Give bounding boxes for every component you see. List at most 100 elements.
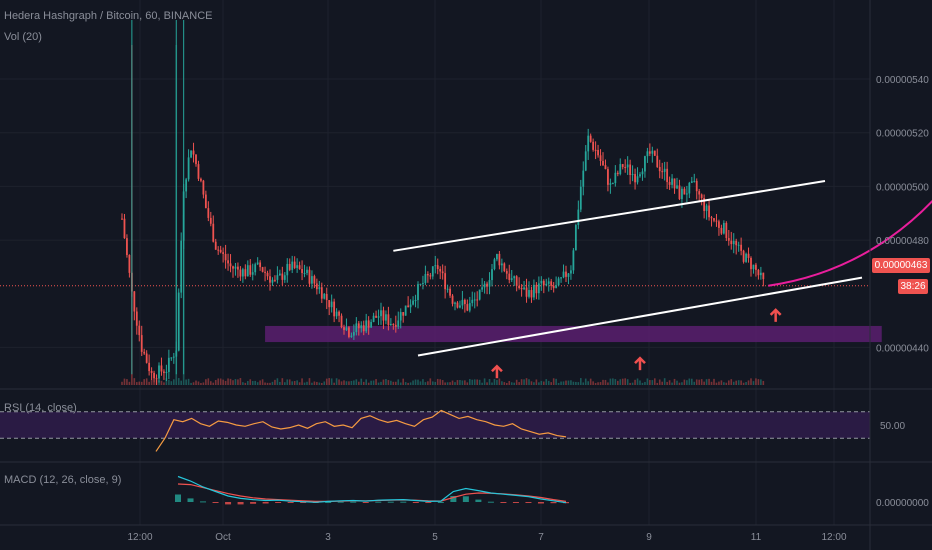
candle-body (755, 264, 757, 270)
candle-body (325, 293, 328, 301)
volume-bar (473, 379, 476, 385)
candle-body (249, 265, 252, 275)
macd-histogram-bar (537, 502, 544, 504)
volume-bar (429, 378, 432, 385)
macd-histogram-bar (400, 501, 407, 503)
candle-body (634, 174, 636, 183)
macd-histogram-bar (287, 502, 294, 503)
candle-body (459, 305, 461, 308)
candle-body (718, 221, 720, 228)
macd-histogram-bar (450, 496, 457, 502)
candle-body (392, 324, 395, 326)
candle-body (355, 323, 358, 333)
candle-body (624, 166, 627, 168)
candle-body (557, 278, 560, 286)
volume-bar (543, 381, 545, 385)
macd-histogram-bar (300, 502, 307, 503)
candle-body (185, 179, 188, 192)
candle-body (308, 269, 311, 284)
volume-bar (718, 381, 720, 385)
volume-bar (493, 378, 496, 385)
candle-body (629, 164, 632, 175)
volume-bar (264, 382, 266, 385)
volume-bar (328, 378, 330, 385)
volume-bar (715, 382, 718, 385)
candle-body (207, 208, 210, 218)
volume-bar (572, 381, 575, 385)
candle-body (493, 259, 496, 270)
candle-body (269, 276, 271, 283)
volume-bar (560, 381, 562, 385)
candle-body (636, 176, 639, 183)
volume-bar (219, 378, 222, 385)
volume-bar (693, 381, 696, 385)
candle-body (750, 257, 752, 270)
volume-bar (728, 380, 730, 385)
macd-legend[interactable]: MACD (12, 26, close, 9) (4, 474, 122, 486)
candle-body (266, 272, 269, 277)
volume-bar (575, 381, 577, 385)
candle-body (545, 283, 548, 286)
candle-body (439, 268, 442, 272)
candle-body (138, 325, 141, 336)
volume-bar (313, 381, 316, 385)
candle-body (607, 169, 609, 185)
candle-body (510, 278, 513, 280)
volume-bar (710, 381, 713, 385)
volume-bar (432, 381, 434, 385)
trendline-lower (417, 276, 863, 357)
candle-body (352, 332, 355, 336)
volume-bar (530, 381, 533, 385)
volume-bar (737, 380, 740, 385)
candle-body (678, 185, 681, 200)
volume-bar (565, 380, 567, 385)
rsi-legend[interactable]: RSI (14, close) (4, 402, 77, 414)
candle-body (140, 335, 143, 352)
candle-body (133, 291, 136, 312)
volume-bar (483, 378, 486, 385)
candle-body (288, 263, 291, 270)
candles-layer (121, 20, 765, 385)
volume-bar (607, 382, 609, 385)
symbol-title[interactable]: Hedera Hashgraph / Bitcoin, 60, BINANCE (4, 10, 213, 22)
candle-body (429, 275, 432, 277)
candle-body (286, 263, 289, 276)
volume-bar (288, 379, 291, 385)
macd-histogram-bar (237, 502, 244, 505)
macd-histogram-bar (550, 502, 557, 504)
candle-body (722, 222, 725, 234)
volume-bar (395, 381, 397, 385)
candle-body (160, 365, 163, 372)
volume-bar (422, 379, 424, 385)
volume-bar (641, 382, 644, 385)
up-arrow-head (491, 364, 503, 373)
candle-body (552, 285, 555, 289)
candle-body (204, 194, 207, 209)
candle-body (276, 275, 279, 280)
volume-bar (419, 381, 422, 385)
rsi-band (0, 411, 870, 439)
volume-bar (382, 379, 385, 385)
candle-body (648, 151, 651, 154)
volume-bar (639, 380, 641, 385)
candle-body (681, 188, 683, 200)
volume-bar (513, 382, 515, 385)
volume-bar (251, 381, 254, 385)
volume-bar (160, 380, 163, 385)
candle-body (555, 285, 558, 289)
volume-bar (249, 379, 252, 385)
volume-bar (353, 380, 355, 385)
candle-body (762, 272, 765, 280)
volume-bar (177, 378, 180, 385)
candle-body (372, 315, 375, 322)
volume-bar (441, 380, 444, 385)
candle-body (385, 314, 387, 321)
candle-body (426, 274, 429, 276)
volume-bar (567, 380, 570, 385)
candle-body (214, 241, 217, 250)
candle-body (673, 178, 676, 189)
volume-bar (629, 382, 631, 385)
volume-legend[interactable]: Vol (20) (4, 31, 42, 43)
candle-body (651, 150, 654, 154)
volume-bar (387, 380, 390, 385)
